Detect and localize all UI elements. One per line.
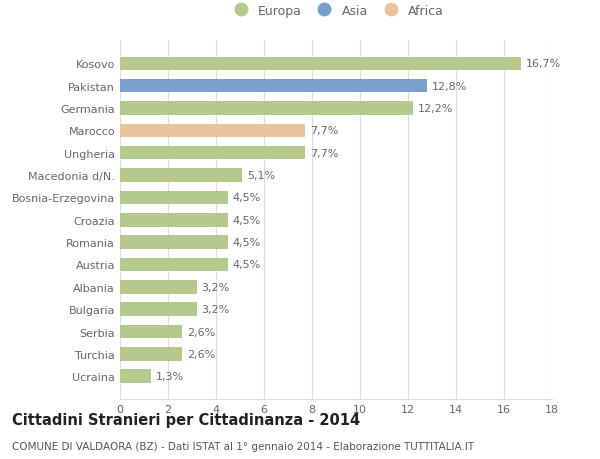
Bar: [120, 347, 182, 361]
Text: 7,7%: 7,7%: [310, 126, 338, 136]
Bar: [120, 57, 521, 71]
Bar: [120, 303, 197, 316]
Text: 4,5%: 4,5%: [233, 215, 261, 225]
Bar: [120, 124, 305, 138]
Text: 2,6%: 2,6%: [187, 349, 215, 359]
Text: 2,6%: 2,6%: [187, 327, 215, 337]
Text: 4,5%: 4,5%: [233, 238, 261, 247]
Text: COMUNE DI VALDAORA (BZ) - Dati ISTAT al 1° gennaio 2014 - Elaborazione TUTTITALI: COMUNE DI VALDAORA (BZ) - Dati ISTAT al …: [12, 441, 474, 451]
Text: 12,8%: 12,8%: [432, 82, 467, 91]
Text: 7,7%: 7,7%: [310, 148, 338, 158]
Bar: [120, 369, 151, 383]
Text: 16,7%: 16,7%: [526, 59, 561, 69]
Text: 3,2%: 3,2%: [202, 282, 230, 292]
Text: 5,1%: 5,1%: [247, 171, 275, 181]
Text: 4,5%: 4,5%: [233, 193, 261, 203]
Text: 4,5%: 4,5%: [233, 260, 261, 270]
Bar: [120, 258, 228, 272]
Bar: [120, 280, 197, 294]
Bar: [120, 325, 182, 338]
Text: 12,2%: 12,2%: [418, 104, 453, 114]
Bar: [120, 191, 228, 205]
Bar: [120, 147, 305, 160]
Bar: [120, 80, 427, 93]
Text: 1,3%: 1,3%: [156, 371, 184, 381]
Text: Cittadini Stranieri per Cittadinanza - 2014: Cittadini Stranieri per Cittadinanza - 2…: [12, 413, 360, 428]
Bar: [120, 236, 228, 249]
Text: 3,2%: 3,2%: [202, 304, 230, 314]
Bar: [120, 213, 228, 227]
Legend: Europa, Asia, Africa: Europa, Asia, Africa: [228, 5, 444, 17]
Bar: [120, 102, 413, 116]
Bar: [120, 169, 242, 182]
